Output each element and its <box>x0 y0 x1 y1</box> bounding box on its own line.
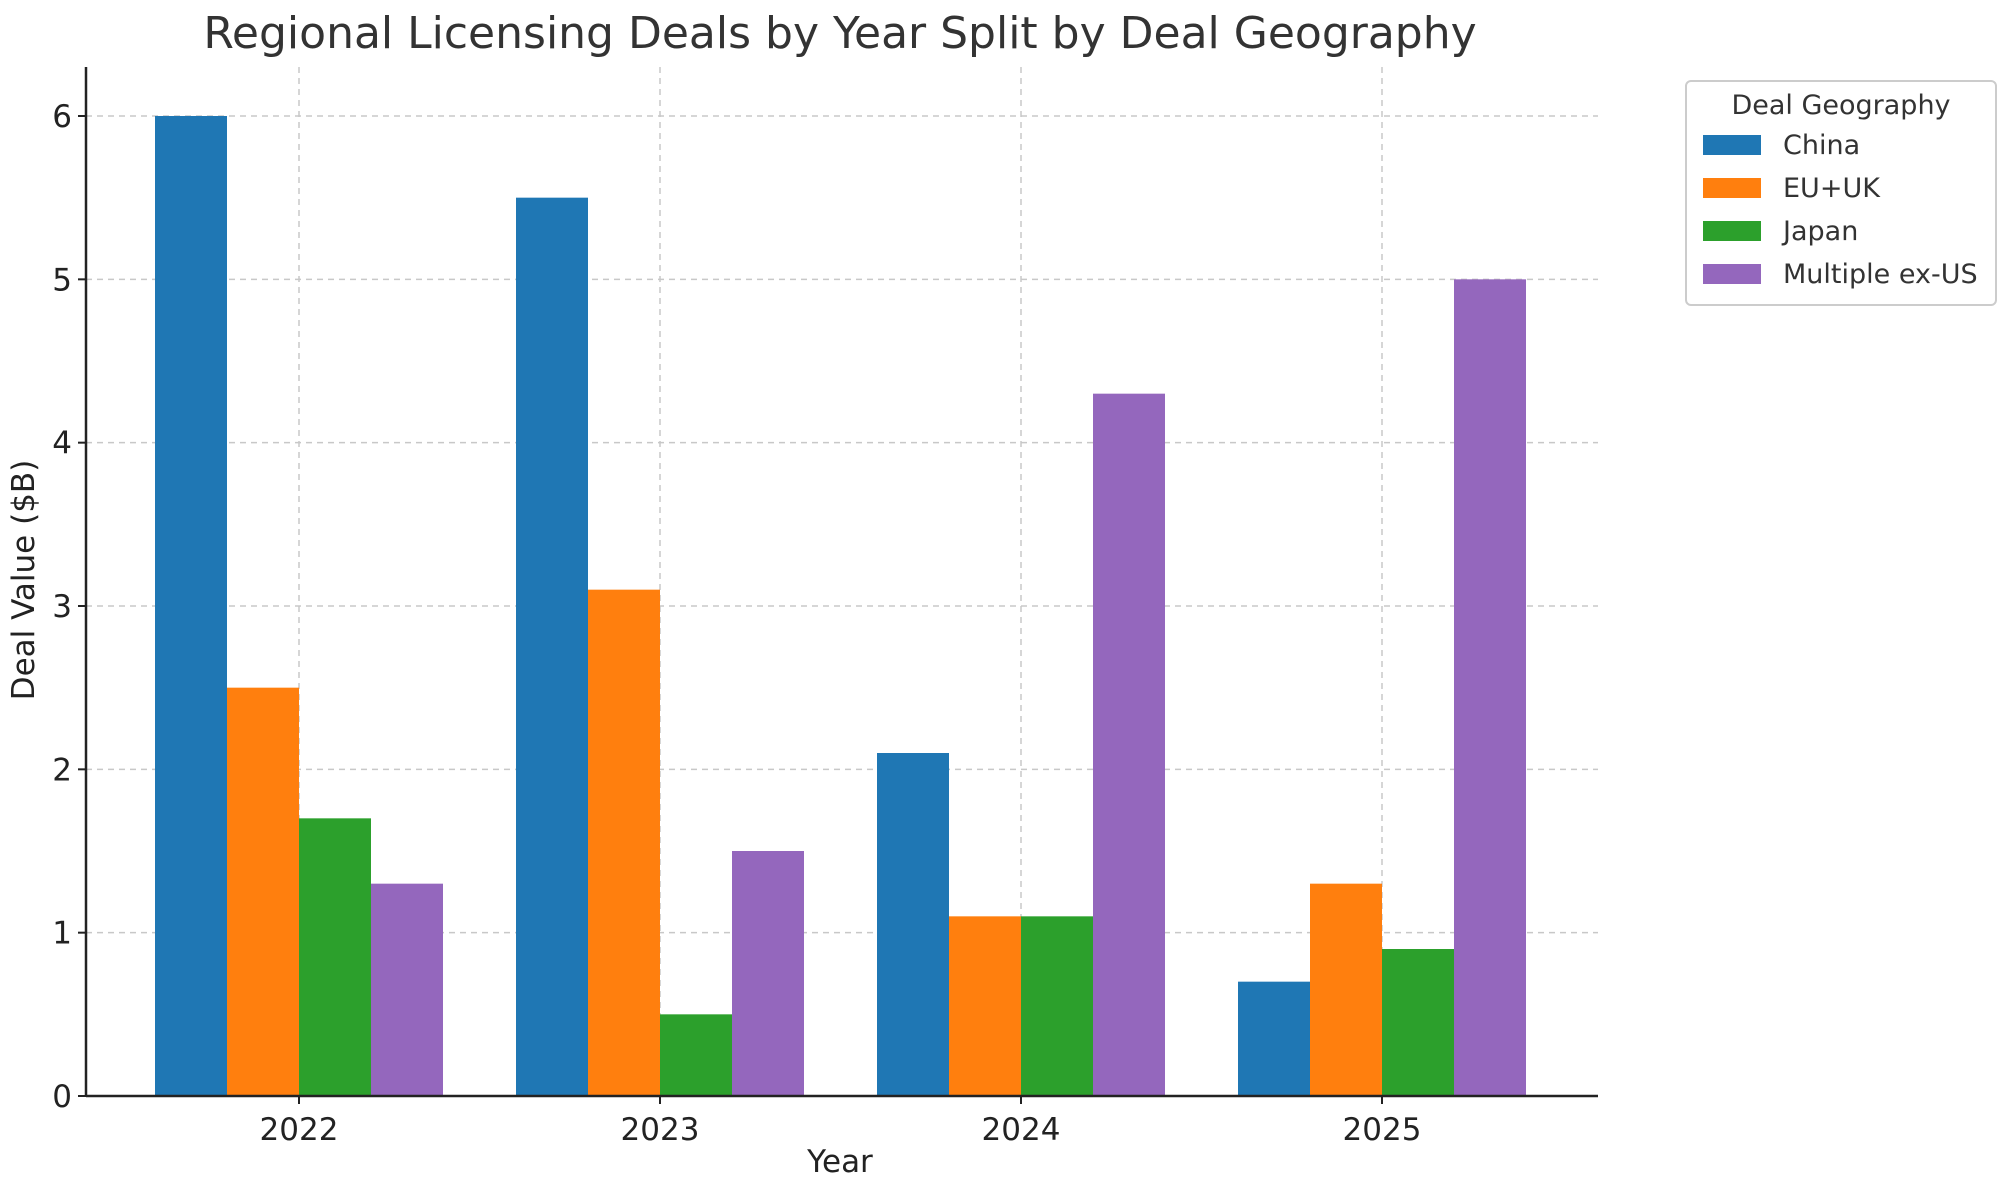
bar-japan-2025 <box>1382 949 1454 1096</box>
bar-china-2025 <box>1238 981 1310 1096</box>
y-tick-label: 2 <box>52 752 72 788</box>
bar-eu-uk-2023 <box>588 589 660 1096</box>
x-tick-label: 2025 <box>1343 1112 1422 1148</box>
bar-multiple-ex-us-2023 <box>732 851 804 1096</box>
y-tick-label: 5 <box>52 262 72 298</box>
x-tick-label: 2023 <box>621 1112 700 1148</box>
x-tick-label: 2024 <box>982 1112 1061 1148</box>
legend-label-eu-uk: EU+UK <box>1783 173 1881 204</box>
y-tick-label: 1 <box>52 916 72 952</box>
bar-eu-uk-2025 <box>1310 883 1382 1096</box>
axes-layer <box>84 67 1598 1098</box>
chart-title: Regional Licensing Deals by Year Split b… <box>203 8 1476 59</box>
legend-label-japan: Japan <box>1781 216 1858 247</box>
y-tick-label: 4 <box>52 426 72 462</box>
bar-multiple-ex-us-2022 <box>371 883 443 1096</box>
y-axis-label: Deal Value ($B) <box>6 460 42 701</box>
bar-china-2023 <box>516 197 588 1096</box>
legend-swatch-eu-uk <box>1703 178 1761 198</box>
bar-eu-uk-2024 <box>949 916 1021 1096</box>
bar-multiple-ex-us-2024 <box>1093 393 1165 1097</box>
legend-swatch-china <box>1703 135 1761 155</box>
legend-box <box>1685 80 1997 306</box>
y-tick-label: 6 <box>52 99 72 135</box>
legend-label-multiple-ex-us: Multiple ex-US <box>1783 259 1978 290</box>
bar-china-2022 <box>155 116 227 1096</box>
bars-layer <box>155 116 1526 1097</box>
y-tick-label: 3 <box>52 589 72 625</box>
x-tick-label: 2022 <box>260 1112 339 1148</box>
legend-title: Deal Geography <box>1731 90 1950 121</box>
bar-japan-2022 <box>299 818 371 1096</box>
bar-multiple-ex-us-2025 <box>1454 279 1526 1096</box>
bar-eu-uk-2022 <box>227 687 299 1096</box>
bar-japan-2023 <box>660 1014 732 1096</box>
y-tick-label: 0 <box>52 1079 72 1115</box>
x-axis-label: Year <box>806 1144 873 1180</box>
ticks-layer: 0 1 2 3 4 5 6 2022 2023 2024 2025 <box>52 99 1421 1148</box>
legend-label-china: China <box>1783 130 1860 161</box>
legend-swatch-multiple-ex-us <box>1703 264 1761 284</box>
legend-swatch-japan <box>1703 221 1761 241</box>
legend: Deal Geography China EU+UK Japan Multiple e… <box>1685 80 1997 306</box>
bar-japan-2024 <box>1021 916 1093 1096</box>
bar-china-2024 <box>877 753 949 1096</box>
